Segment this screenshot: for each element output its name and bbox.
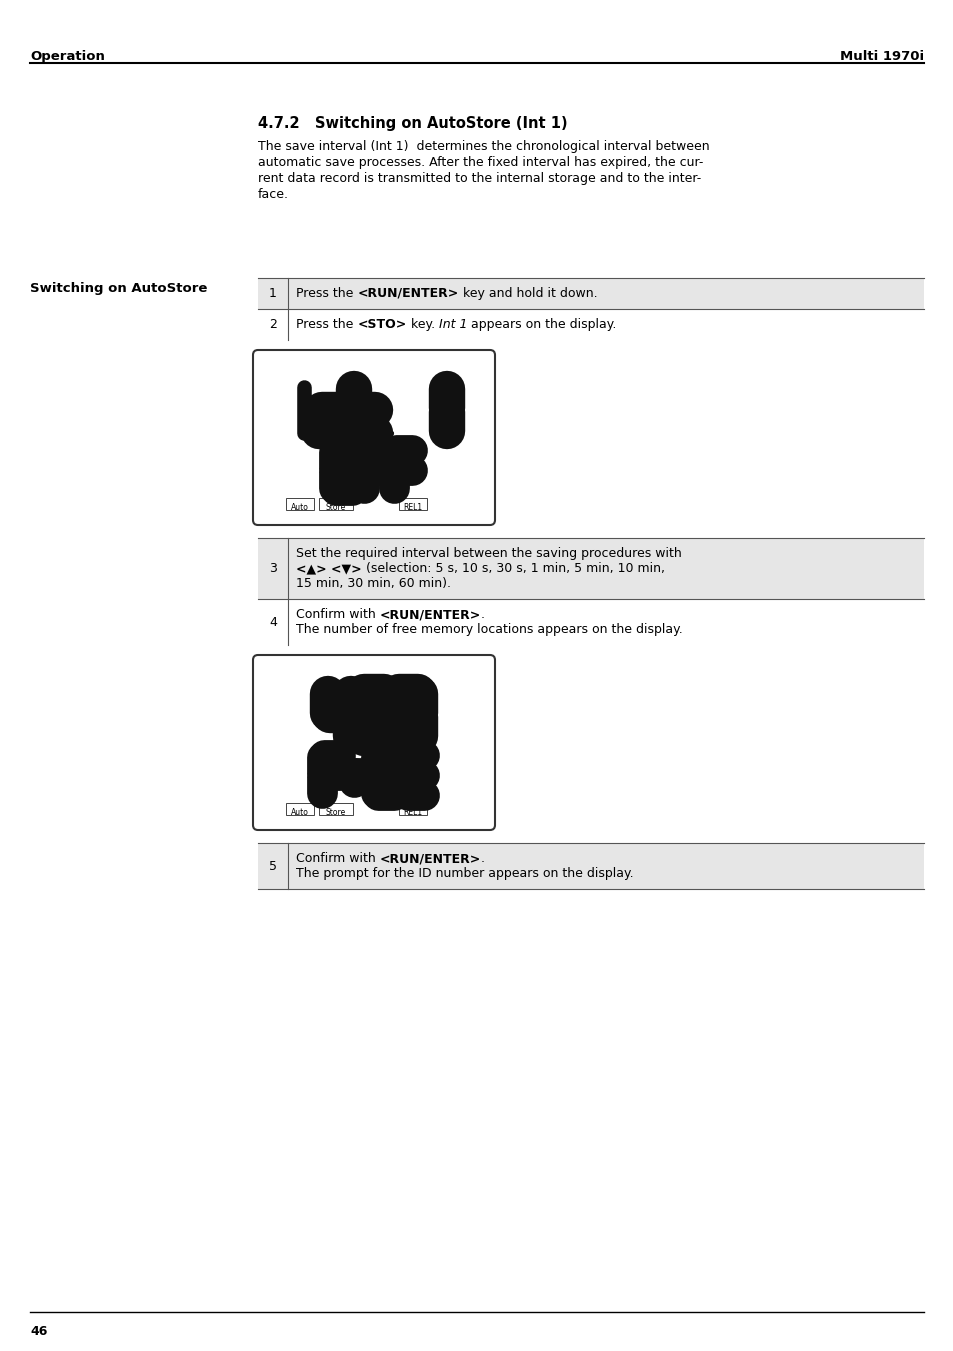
Text: key.: key. <box>406 317 438 331</box>
Text: 1: 1 <box>269 286 276 300</box>
Bar <box>318 802 353 815</box>
Text: Press the: Press the <box>295 286 357 300</box>
Text: 2: 2 <box>269 317 276 331</box>
Text: .: . <box>480 852 484 865</box>
Bar <box>318 499 353 509</box>
Text: 3: 3 <box>269 562 276 576</box>
Bar <box>398 499 427 509</box>
Text: 46: 46 <box>30 1325 48 1337</box>
Text: Press the: Press the <box>295 317 357 331</box>
Bar <box>286 499 314 509</box>
Text: appears on the display.: appears on the display. <box>467 317 616 331</box>
Text: Confirm with: Confirm with <box>295 852 379 865</box>
Text: <RUN/ENTER>: <RUN/ENTER> <box>357 286 458 300</box>
Text: 4.7.2   Switching on AutoStore (Int 1): 4.7.2 Switching on AutoStore (Int 1) <box>257 116 567 131</box>
Text: Store: Store <box>326 503 346 512</box>
Text: REL1: REL1 <box>403 808 422 817</box>
Text: Multi 1970i: Multi 1970i <box>839 50 923 63</box>
Bar <box>286 802 314 815</box>
Text: Operation: Operation <box>30 50 105 63</box>
Text: <STO>: <STO> <box>357 317 406 331</box>
Text: Auto: Auto <box>291 808 309 817</box>
Text: The number of free memory locations appears on the display.: The number of free memory locations appe… <box>295 623 682 636</box>
Bar <box>257 278 923 309</box>
Text: rent data record is transmitted to the internal storage and to the inter-: rent data record is transmitted to the i… <box>257 172 700 185</box>
Bar <box>257 538 923 598</box>
Text: 15 min, 30 min, 60 min).: 15 min, 30 min, 60 min). <box>295 577 451 590</box>
Text: The save interval (Int 1)  determines the chronological interval between: The save interval (Int 1) determines the… <box>257 141 709 153</box>
Text: The prompt for the ID number appears on the display.: The prompt for the ID number appears on … <box>295 867 633 880</box>
Text: REL1: REL1 <box>403 503 422 512</box>
Text: Confirm with: Confirm with <box>295 608 379 621</box>
Text: key and hold it down.: key and hold it down. <box>458 286 597 300</box>
FancyBboxPatch shape <box>253 655 495 830</box>
Text: Int 1: Int 1 <box>438 317 467 331</box>
Text: <▲> <▼>: <▲> <▼> <box>295 562 361 576</box>
Text: .: . <box>480 608 484 621</box>
Circle shape <box>389 431 393 435</box>
Text: face.: face. <box>257 188 289 201</box>
FancyBboxPatch shape <box>253 350 495 526</box>
Bar <box>257 843 923 889</box>
Text: <RUN/ENTER>: <RUN/ENTER> <box>379 852 480 865</box>
Text: 4: 4 <box>269 616 276 628</box>
Text: <RUN/ENTER>: <RUN/ENTER> <box>379 608 480 621</box>
Text: Switching on AutoStore: Switching on AutoStore <box>30 282 207 295</box>
Text: Store: Store <box>326 808 346 817</box>
Bar <box>398 802 427 815</box>
Text: 5: 5 <box>269 859 276 873</box>
Text: (selection: 5 s, 10 s, 30 s, 1 min, 5 min, 10 min,: (selection: 5 s, 10 s, 30 s, 1 min, 5 mi… <box>361 562 664 576</box>
Text: Auto: Auto <box>291 503 309 512</box>
Text: automatic save processes. After the fixed interval has expired, the cur-: automatic save processes. After the fixe… <box>257 155 702 169</box>
Text: Set the required interval between the saving procedures with: Set the required interval between the sa… <box>295 547 681 561</box>
